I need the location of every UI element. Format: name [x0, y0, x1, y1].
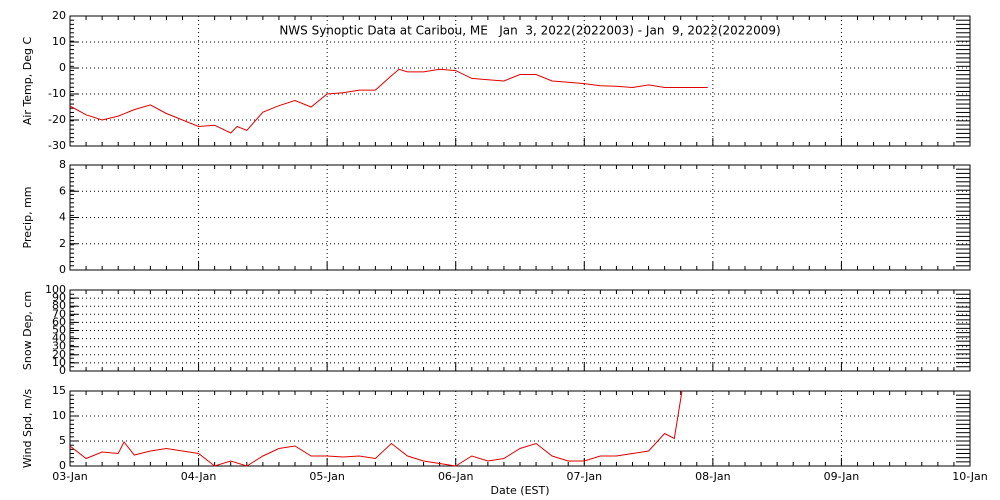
y-axis-label: Snow Dep, cm — [21, 291, 34, 370]
y-tick-label: 80 — [52, 299, 66, 312]
data-line — [69, 390, 683, 467]
y-tick-label: 15 — [52, 384, 66, 397]
y-tick-label: 20 — [52, 9, 66, 22]
y-tick-label: 30 — [52, 340, 66, 353]
y-tick-label: 0 — [59, 263, 66, 276]
panel-frame — [69, 15, 971, 147]
y-axis-label: Wind Spd, m/s — [21, 389, 34, 469]
x-tick-label: 09-Jan — [824, 470, 860, 483]
y-tick-label: 0 — [59, 459, 66, 472]
y-tick-label: 50 — [52, 324, 66, 337]
y-tick-label: 10 — [52, 356, 66, 369]
x-tick-label: 04-Jan — [181, 470, 217, 483]
x-tick-label: 08-Jan — [695, 470, 731, 483]
panel-frame — [69, 390, 971, 467]
chart-title: NWS Synoptic Data at Caribou, ME Jan 3, … — [279, 24, 780, 38]
y-tick-label: 0 — [59, 364, 66, 377]
y-tick-label: 2 — [59, 237, 66, 250]
x-tick-label: 10-Jan — [952, 470, 988, 483]
y-tick-label: -10 — [48, 87, 66, 100]
x-tick-label: 06-Jan — [438, 470, 474, 483]
y-tick-label: -20 — [48, 113, 66, 126]
panel-frame — [69, 164, 971, 271]
data-line — [69, 68, 708, 134]
y-tick-label: 0 — [59, 61, 66, 74]
y-tick-label: 90 — [52, 291, 66, 304]
y-axis-label: Air Temp, Deg C — [21, 37, 34, 126]
panel-frame — [69, 289, 971, 372]
y-tick-label: 20 — [52, 348, 66, 361]
y-axis-label: Precip, mm — [21, 187, 34, 249]
y-tick-label: 100 — [45, 283, 66, 296]
y-tick-label: 8 — [59, 158, 66, 171]
y-tick-label: 4 — [59, 211, 66, 224]
x-tick-label: 03-Jan — [52, 470, 88, 483]
x-axis-label: Date (EST) — [490, 484, 549, 497]
y-tick-label: 70 — [52, 307, 66, 320]
y-tick-label: -30 — [48, 139, 66, 152]
y-tick-label: 60 — [52, 315, 66, 328]
x-tick-label: 05-Jan — [309, 470, 345, 483]
y-tick-label: 10 — [52, 409, 66, 422]
y-tick-label: 40 — [52, 332, 66, 345]
x-tick-label: 07-Jan — [567, 470, 603, 483]
y-tick-label: 6 — [59, 184, 66, 197]
y-tick-label: 5 — [59, 434, 66, 447]
y-tick-label: 10 — [52, 35, 66, 48]
